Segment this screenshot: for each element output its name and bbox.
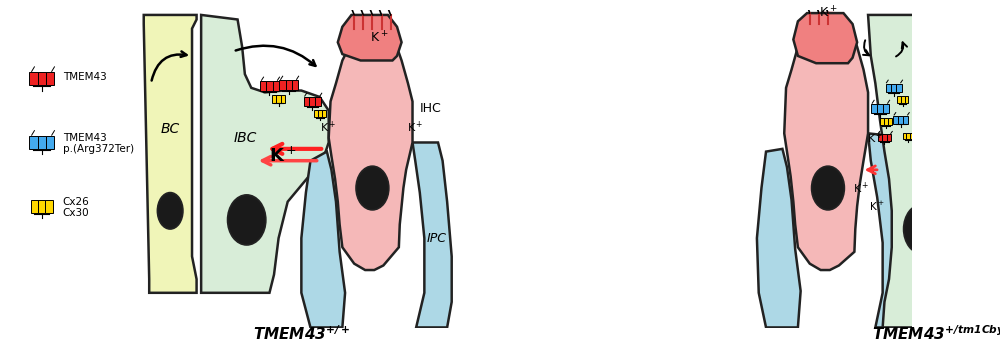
Text: $\bfit{TMEM43}^{+/tm1Cby}$: $\bfit{TMEM43}^{+/tm1Cby}$ [872,325,1000,343]
Text: K$^+$: K$^+$ [869,200,885,213]
Bar [901,96,905,103]
Bar [38,72,46,85]
Bar [272,95,276,103]
Text: K$^+$: K$^+$ [819,6,837,21]
Bar [903,133,906,139]
Polygon shape [868,15,966,327]
Bar [276,95,281,103]
Bar [45,200,53,213]
Bar [905,96,908,103]
Bar [897,96,901,103]
Text: IBC: IBC [233,131,257,145]
Bar [29,72,38,85]
Polygon shape [968,15,1000,293]
Bar [903,116,908,124]
Text: IPC: IPC [426,232,446,245]
Text: Cx30: Cx30 [63,208,89,218]
Polygon shape [757,149,801,327]
Text: Cx26: Cx26 [63,197,89,207]
Polygon shape [329,27,413,270]
Bar [882,134,887,141]
Polygon shape [784,18,868,270]
Text: $\bfit{TMEM43}^{+/+}$: $\bfit{TMEM43}^{+/+}$ [253,325,350,343]
Text: K$^+$: K$^+$ [320,119,337,135]
Polygon shape [413,142,452,327]
Text: p.(Arg372Ter): p.(Arg372Ter) [63,144,134,154]
Polygon shape [301,151,345,327]
Ellipse shape [805,20,851,37]
Polygon shape [793,13,857,63]
Bar [309,97,315,106]
Polygon shape [868,133,908,327]
Bar [878,134,882,141]
Text: K$^+$: K$^+$ [853,180,870,196]
Bar [883,104,889,113]
Ellipse shape [803,30,853,46]
Bar [38,200,45,213]
Bar [886,84,891,92]
Ellipse shape [157,193,183,229]
Bar [322,110,326,117]
Polygon shape [338,15,402,60]
Bar [910,133,913,139]
Bar [266,81,273,91]
Bar [896,84,902,92]
Bar [292,80,298,90]
Bar [871,104,877,113]
Text: K$^+$: K$^+$ [269,147,297,166]
Bar [46,72,54,85]
Bar [314,110,318,117]
Ellipse shape [812,166,844,210]
Bar [891,84,896,92]
Text: K$^+$: K$^+$ [370,30,388,45]
Text: TMEM43: TMEM43 [63,133,106,143]
Polygon shape [144,15,197,293]
Bar [304,97,309,106]
Bar [281,95,285,103]
Bar [279,80,286,90]
Ellipse shape [228,195,266,245]
Polygon shape [201,15,329,293]
Bar [260,81,266,91]
Bar [887,134,891,141]
Ellipse shape [904,204,942,254]
Bar [877,104,883,113]
Bar [273,81,279,91]
Text: IHC: IHC [420,102,442,115]
Bar [46,136,54,149]
Text: K$^+$: K$^+$ [867,130,884,146]
Bar [893,116,898,124]
Bar [906,133,910,139]
Bar [888,118,892,125]
Ellipse shape [981,193,1000,229]
Bar [38,136,46,149]
Bar [315,97,321,106]
Bar [880,118,884,125]
Bar [31,200,38,213]
Text: BC: BC [161,122,180,136]
Bar [286,80,292,90]
Ellipse shape [356,166,389,210]
Bar [318,110,322,117]
Ellipse shape [807,11,848,28]
Bar [29,136,38,149]
Bar [884,118,888,125]
Bar [898,116,903,124]
Text: TMEM43: TMEM43 [63,72,106,82]
Text: K$^+$: K$^+$ [407,119,424,135]
